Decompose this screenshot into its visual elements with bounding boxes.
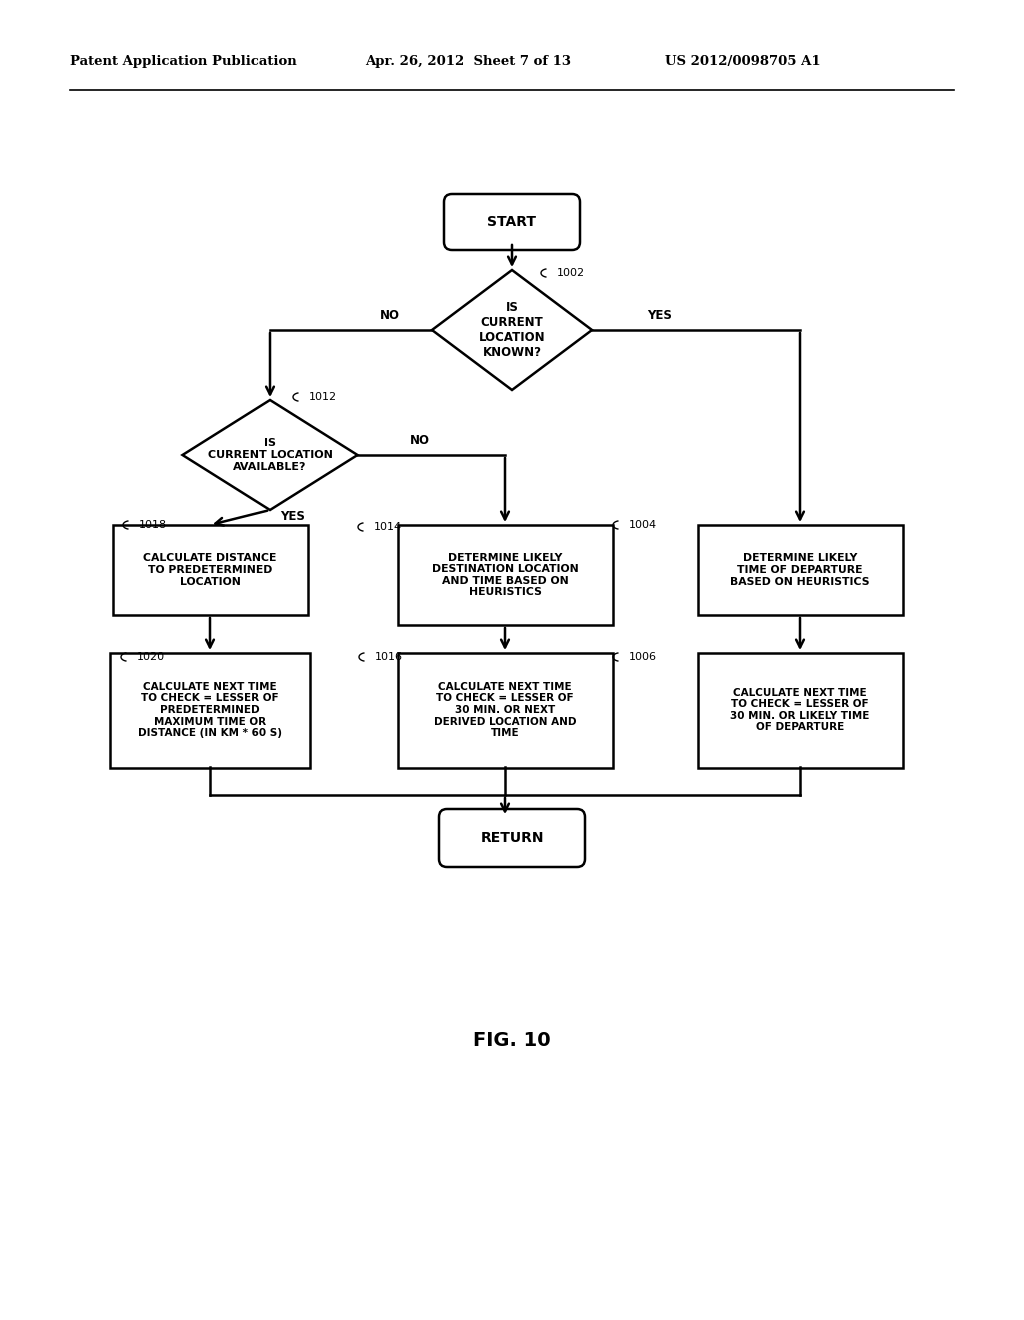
Text: DETERMINE LIKELY
DESTINATION LOCATION
AND TIME BASED ON
HEURISTICS: DETERMINE LIKELY DESTINATION LOCATION AN… (432, 553, 579, 598)
Text: RETURN: RETURN (480, 832, 544, 845)
Bar (397, 525, 612, 624)
Bar (697, 652, 902, 767)
Text: US 2012/0098705 A1: US 2012/0098705 A1 (665, 55, 820, 69)
Text: DETERMINE LIKELY
TIME OF DEPARTURE
BASED ON HEURISTICS: DETERMINE LIKELY TIME OF DEPARTURE BASED… (730, 553, 869, 586)
Text: 1006: 1006 (629, 652, 657, 663)
Text: YES: YES (647, 309, 673, 322)
Text: YES: YES (280, 511, 305, 524)
Text: FIG. 10: FIG. 10 (473, 1031, 551, 1049)
Bar (110, 652, 310, 767)
Text: 1016: 1016 (375, 652, 403, 663)
Text: IS
CURRENT LOCATION
AVAILABLE?: IS CURRENT LOCATION AVAILABLE? (208, 438, 333, 471)
Text: NO: NO (380, 309, 400, 322)
Text: 1004: 1004 (629, 520, 657, 531)
Text: CALCULATE NEXT TIME
TO CHECK = LESSER OF
30 MIN. OR NEXT
DERIVED LOCATION AND
TI: CALCULATE NEXT TIME TO CHECK = LESSER OF… (434, 682, 577, 738)
Text: CALCULATE NEXT TIME
TO CHECK = LESSER OF
PREDETERMINED
MAXIMUM TIME OR
DISTANCE : CALCULATE NEXT TIME TO CHECK = LESSER OF… (138, 682, 282, 738)
Text: Apr. 26, 2012  Sheet 7 of 13: Apr. 26, 2012 Sheet 7 of 13 (365, 55, 571, 69)
Text: 1018: 1018 (139, 520, 167, 531)
Text: Patent Application Publication: Patent Application Publication (70, 55, 297, 69)
Bar (697, 525, 902, 615)
Bar (397, 652, 612, 767)
Bar (113, 525, 307, 615)
Text: 1012: 1012 (309, 392, 337, 403)
Text: IS
CURRENT
LOCATION
KNOWN?: IS CURRENT LOCATION KNOWN? (478, 301, 546, 359)
Text: 1020: 1020 (137, 652, 165, 663)
Text: NO: NO (410, 434, 430, 447)
Text: CALCULATE NEXT TIME
TO CHECK = LESSER OF
30 MIN. OR LIKELY TIME
OF DEPARTURE: CALCULATE NEXT TIME TO CHECK = LESSER OF… (730, 688, 869, 733)
Polygon shape (432, 271, 592, 389)
Polygon shape (182, 400, 357, 510)
Text: 1002: 1002 (557, 268, 585, 279)
FancyBboxPatch shape (444, 194, 580, 249)
Text: CALCULATE DISTANCE
TO PREDETERMINED
LOCATION: CALCULATE DISTANCE TO PREDETERMINED LOCA… (143, 553, 276, 586)
Text: 1014: 1014 (374, 521, 402, 532)
FancyBboxPatch shape (439, 809, 585, 867)
Text: START: START (487, 215, 537, 228)
